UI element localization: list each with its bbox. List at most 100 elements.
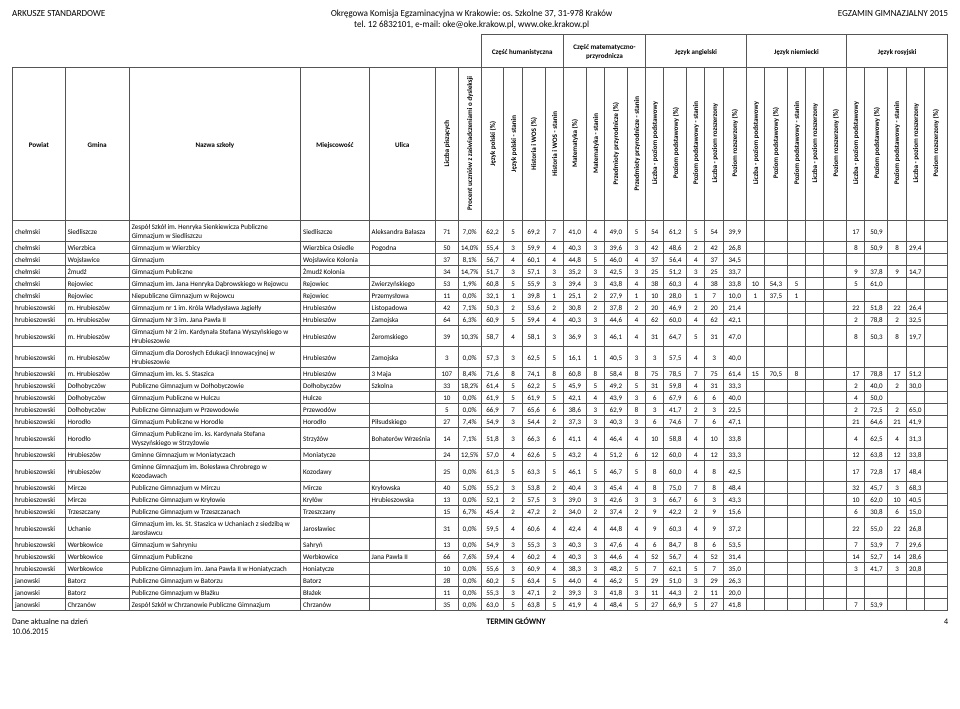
cell-gmina: Horodło <box>65 428 129 449</box>
cell-v0: 33 <box>435 380 458 392</box>
cell-v13: 29 <box>705 575 723 587</box>
cell-v4: 62,2 <box>522 380 545 392</box>
cell-v7: 4 <box>586 449 604 461</box>
cell-szkola: Publiczne Gimnazjum w Dołhobyczowie <box>129 380 300 392</box>
cell-v20 <box>847 254 865 266</box>
cell-v7: 3 <box>586 494 604 506</box>
cell-v9: 3 <box>627 242 645 254</box>
cell-v11: 41,7 <box>664 404 687 416</box>
col-v4: Historia i WOS (%) <box>522 68 545 221</box>
cell-gmina: Hrubieszów <box>65 461 129 482</box>
cell-powiat: hrubieszowski <box>13 506 66 518</box>
cell-v23 <box>906 599 924 611</box>
cell-v9: 4 <box>627 428 645 449</box>
cell-v18 <box>806 539 824 551</box>
cell-v24 <box>924 416 947 428</box>
cell-v12: 6 <box>687 494 705 506</box>
cell-v2: 54,9 <box>481 539 504 551</box>
cell-v7: 4 <box>586 518 604 539</box>
cell-v6: 41,0 <box>563 221 586 242</box>
cell-v12: 2 <box>687 404 705 416</box>
cell-v12: 4 <box>687 347 705 368</box>
cell-v16 <box>764 392 787 404</box>
cell-v3: 1 <box>504 290 522 302</box>
cell-v5: 3 <box>545 326 563 347</box>
cell-v24 <box>924 575 947 587</box>
cell-v8: 44,6 <box>604 314 627 326</box>
cell-gmina: m. Hrubieszów <box>65 302 129 314</box>
cell-v10: 27 <box>646 599 664 611</box>
cell-v10: 62 <box>646 314 664 326</box>
cell-ulica <box>369 392 435 404</box>
cell-v6: 41,9 <box>563 599 586 611</box>
cell-v8: 58,4 <box>604 368 627 380</box>
cell-v7: 3 <box>586 278 604 290</box>
cell-v5: 6 <box>545 428 563 449</box>
cell-v17 <box>787 416 805 428</box>
cell-v16 <box>764 506 787 518</box>
table-row: janowskiChrzanówZespół Szkół w Chrzanowi… <box>13 599 948 611</box>
cell-v17 <box>787 518 805 539</box>
cell-powiat: hrubieszowski <box>13 347 66 368</box>
cell-v17: 5 <box>787 278 805 290</box>
table-row: chełmskiRejowiecGimnazjum im. Jana Henry… <box>13 278 948 290</box>
cell-v13: 52 <box>705 551 723 563</box>
cell-v2: 71,6 <box>481 368 504 380</box>
cell-v20: 2 <box>847 380 865 392</box>
cell-powiat: hrubieszowski <box>13 449 66 461</box>
cell-v0: 34 <box>435 266 458 278</box>
cell-v14: 42,1 <box>723 314 746 326</box>
cell-v19 <box>824 290 847 302</box>
cell-v20: 8 <box>847 326 865 347</box>
cell-v15 <box>746 518 764 539</box>
cell-gmina: Horodło <box>65 416 129 428</box>
cell-v1: 12,5% <box>458 449 481 461</box>
cell-v8: 45,4 <box>604 482 627 494</box>
cell-v9: 8 <box>627 368 645 380</box>
cell-v15 <box>746 326 764 347</box>
cell-v17 <box>787 482 805 494</box>
cell-v4: 39,8 <box>522 290 545 302</box>
cell-v13: 6 <box>705 392 723 404</box>
cell-gmina: Wojsławice <box>65 254 129 266</box>
cell-v7: 1 <box>586 347 604 368</box>
cell-v0: 64 <box>435 314 458 326</box>
cell-v17 <box>787 302 805 314</box>
cell-v13: 9 <box>705 518 723 539</box>
cell-v24 <box>924 461 947 482</box>
cell-v2: 57,3 <box>481 347 504 368</box>
cell-v20: 3 <box>847 563 865 575</box>
cell-miejscowosc: Werbkowice <box>300 551 369 563</box>
cell-v2: 60,2 <box>481 575 504 587</box>
cell-gmina: Żmudź <box>65 266 129 278</box>
cell-v12: 2 <box>687 242 705 254</box>
cell-v1: 8,1% <box>458 254 481 266</box>
cell-v9: 4 <box>627 326 645 347</box>
cell-v4: 69,2 <box>522 221 545 242</box>
cell-v8: 49,2 <box>604 380 627 392</box>
cell-v14: 33,7 <box>723 266 746 278</box>
cell-v15 <box>746 449 764 461</box>
header-center-line2: tel. 12 6832101, e-mail: oke@oke.krakow.… <box>105 19 838 30</box>
cell-szkola: Gimnazjum <box>129 254 300 266</box>
cell-v24 <box>924 242 947 254</box>
cell-v16 <box>764 254 787 266</box>
cell-v4: 60,1 <box>522 254 545 266</box>
cell-v10: 25 <box>646 266 664 278</box>
cell-ulica: Jana Pawła II <box>369 551 435 563</box>
cell-v12: 5 <box>687 563 705 575</box>
cell-v2: 45,4 <box>481 506 504 518</box>
cell-v9: 1 <box>627 290 645 302</box>
cell-v5: 8 <box>545 368 563 380</box>
table-row: hrubieszowskiMirczePubliczne Gimnazjum w… <box>13 494 948 506</box>
page-footer: Dane aktualne na dzień 10.06.2015 TERMIN… <box>12 617 948 637</box>
cell-v17 <box>787 221 805 242</box>
cell-v3: 5 <box>504 221 522 242</box>
cell-v6: 44,8 <box>563 254 586 266</box>
cell-v1: 0,0% <box>458 290 481 302</box>
cell-v10: 6 <box>646 416 664 428</box>
cell-v11: 58,8 <box>664 428 687 449</box>
group-header-row: Część humanistyczna Część matematyczno-p… <box>13 35 948 68</box>
cell-v2: 51,8 <box>481 428 504 449</box>
cell-powiat: hrubieszowski <box>13 461 66 482</box>
